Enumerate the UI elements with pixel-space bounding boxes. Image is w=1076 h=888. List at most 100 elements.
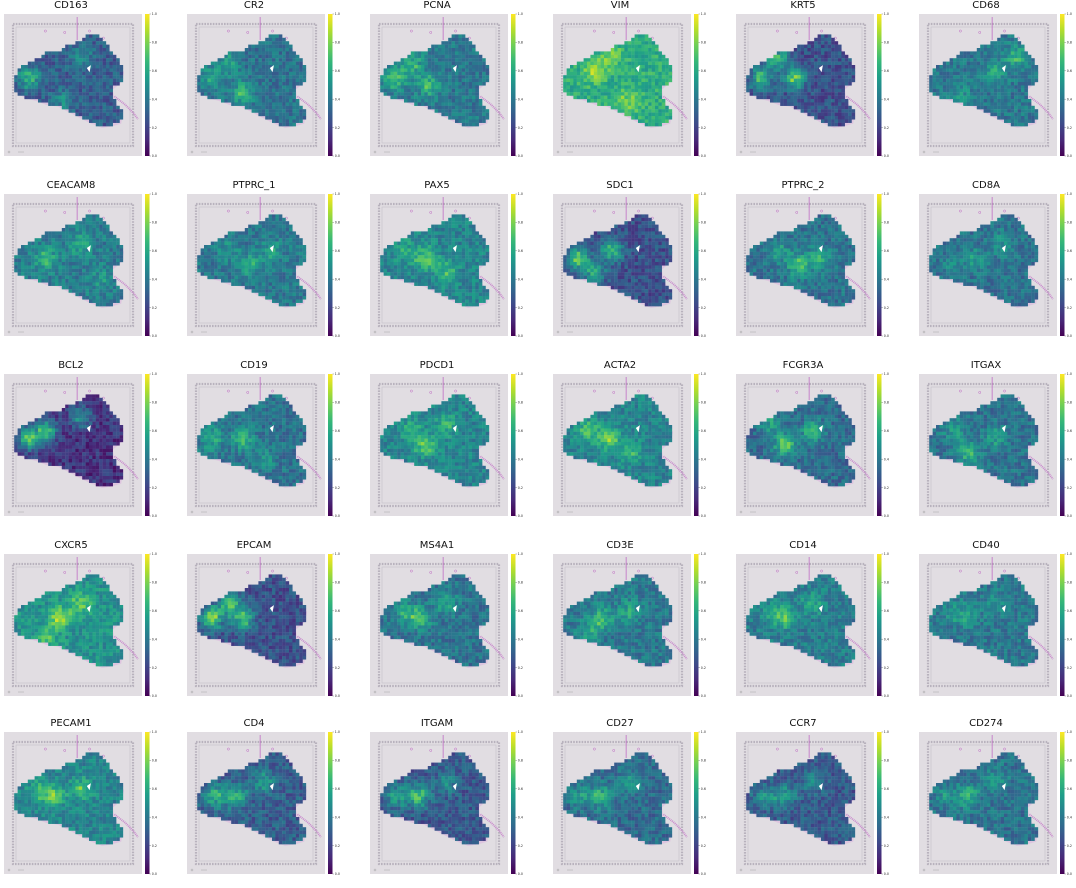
heat-cell <box>756 82 760 86</box>
heat-cell <box>773 55 777 59</box>
heat-cell <box>207 92 211 96</box>
heat-cell <box>462 68 466 72</box>
heat-cell <box>773 79 777 83</box>
heat-cell <box>252 248 256 252</box>
heat-cell <box>241 55 245 59</box>
heat-cell <box>607 58 611 62</box>
heat-cell <box>773 89 777 93</box>
heat-cell <box>648 109 652 113</box>
heat-cell <box>435 282 439 286</box>
heat-cell <box>116 242 120 246</box>
heat-cell <box>658 79 662 83</box>
heat-cell <box>103 65 107 69</box>
heat-cell <box>1011 102 1015 106</box>
heat-cell <box>445 252 449 256</box>
heat-cell <box>431 99 435 103</box>
heat-cell <box>635 55 639 59</box>
heat-cell <box>269 55 273 59</box>
heat-cell <box>238 92 242 96</box>
heat-cell <box>628 51 632 55</box>
heat-cell <box>92 48 96 52</box>
heat-cell <box>655 55 659 59</box>
heat-cell <box>41 248 45 252</box>
heat-cell <box>404 75 408 79</box>
heat-cell <box>455 38 459 42</box>
heat-cell <box>462 75 466 79</box>
heat-cell <box>835 99 839 103</box>
heat-cell <box>767 89 771 93</box>
heat-cell <box>258 276 262 280</box>
heat-cell <box>238 62 242 66</box>
heat-cell <box>241 79 245 83</box>
heat-cell <box>601 58 605 62</box>
heat-cell <box>438 102 442 106</box>
heat-cell <box>414 68 418 72</box>
heat-cell <box>75 82 79 86</box>
heat-cell <box>933 92 937 96</box>
heat-cell <box>282 272 286 276</box>
heat-cell <box>106 262 110 266</box>
heat-cell <box>594 72 598 76</box>
heat-cell <box>828 96 832 100</box>
heat-cell <box>587 75 591 79</box>
heat-cell <box>245 255 249 259</box>
heat-cell <box>614 65 618 69</box>
heat-cell <box>272 262 276 266</box>
heat-cell <box>45 55 49 59</box>
heat-cell <box>269 228 273 232</box>
heat-cell <box>807 106 811 110</box>
heat-cell <box>814 58 818 62</box>
heat-cell <box>62 48 66 52</box>
heat-cell <box>1031 109 1035 113</box>
heat-cell <box>438 276 442 280</box>
heat-cell <box>990 96 994 100</box>
heat-cell <box>99 89 103 93</box>
heat-cell <box>960 65 964 69</box>
heat-cell <box>831 92 835 96</box>
heat-cell <box>950 65 954 69</box>
heat-cell <box>58 276 62 280</box>
heat-cell <box>987 92 991 96</box>
heat-cell <box>1011 99 1015 103</box>
heat-cell <box>1007 116 1011 120</box>
heat-cell <box>573 82 577 86</box>
heat-cell <box>950 72 954 76</box>
heat-cell <box>970 62 974 66</box>
heat-cell <box>279 242 283 246</box>
heat-cell <box>387 82 391 86</box>
heat-cell <box>567 85 571 89</box>
heat-cell <box>390 265 394 269</box>
heat-cell <box>418 259 422 263</box>
heat-cell <box>614 68 618 72</box>
heat-cell <box>99 238 103 242</box>
heat-cell <box>797 106 801 110</box>
heat-cell <box>265 245 269 249</box>
heat-cell <box>760 72 764 76</box>
heat-cell <box>441 51 445 55</box>
heat-cell <box>441 228 445 232</box>
heat-cell <box>404 248 408 252</box>
heat-cell <box>258 272 262 276</box>
heat-cell <box>821 85 825 89</box>
heat-cell <box>939 89 943 93</box>
heat-cell <box>75 238 79 242</box>
heat-cell <box>943 92 947 96</box>
heat-cell <box>35 92 39 96</box>
heat-cell <box>279 289 283 293</box>
heat-cell <box>269 262 273 266</box>
heat-cell <box>587 89 591 93</box>
heat-cell <box>658 119 662 123</box>
heat-cell <box>292 68 296 72</box>
heat-cell <box>89 238 93 242</box>
heat-cell <box>86 293 90 297</box>
heat-cell <box>89 48 93 52</box>
heat-cell <box>82 248 86 252</box>
heat-cell <box>445 255 449 259</box>
heat-cell <box>248 279 252 283</box>
heat-cell <box>767 79 771 83</box>
heat-cell <box>99 269 103 273</box>
heat-cell <box>835 62 839 66</box>
heat-cell <box>435 286 439 290</box>
heat-cell <box>65 272 69 276</box>
heat-cell <box>394 272 398 276</box>
